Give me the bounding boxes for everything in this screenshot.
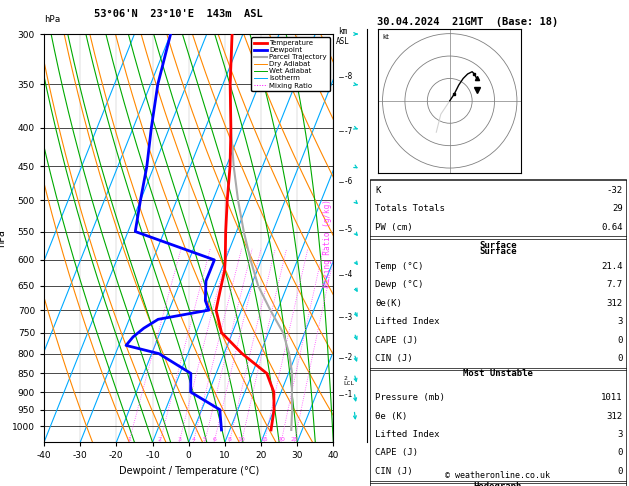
Text: -1: -1	[344, 390, 353, 399]
Text: Most Unstable: Most Unstable	[463, 369, 533, 378]
Text: CIN (J): CIN (J)	[375, 467, 413, 476]
Text: Dewp (°C): Dewp (°C)	[375, 280, 423, 289]
Text: -32: -32	[606, 186, 623, 195]
Text: -3: -3	[344, 313, 353, 322]
Text: hPa: hPa	[44, 15, 60, 24]
Text: 1011: 1011	[601, 393, 623, 402]
Text: 20: 20	[277, 437, 285, 442]
Text: -5: -5	[344, 225, 353, 234]
Text: -8: -8	[344, 72, 353, 81]
Text: 15: 15	[260, 437, 268, 442]
Text: Pressure (mb): Pressure (mb)	[375, 393, 445, 402]
Text: 3: 3	[617, 430, 623, 439]
Text: CIN (J): CIN (J)	[375, 354, 413, 363]
Text: 312: 312	[606, 299, 623, 308]
Text: 5: 5	[203, 437, 206, 442]
Text: -2: -2	[344, 353, 353, 362]
Text: Surface: Surface	[479, 247, 516, 256]
Text: 2: 2	[158, 437, 162, 442]
Text: 0: 0	[617, 449, 623, 457]
Text: 0.64: 0.64	[601, 223, 623, 232]
Text: -7: -7	[344, 126, 353, 136]
Text: 0: 0	[617, 467, 623, 476]
Text: 0: 0	[617, 336, 623, 345]
Text: 3: 3	[177, 437, 181, 442]
Text: 1: 1	[127, 437, 131, 442]
Text: CAPE (J): CAPE (J)	[375, 336, 418, 345]
Text: 25: 25	[291, 437, 298, 442]
Text: 8: 8	[228, 437, 231, 442]
Text: 29: 29	[612, 205, 623, 213]
Text: km
ASL: km ASL	[336, 27, 350, 46]
Text: kt: kt	[382, 34, 389, 40]
Text: 0: 0	[617, 354, 623, 363]
Text: Mixing Ratio (g/kg): Mixing Ratio (g/kg)	[323, 199, 331, 287]
Text: © weatheronline.co.uk: © weatheronline.co.uk	[445, 471, 550, 480]
Text: Hodograph: Hodograph	[474, 482, 522, 486]
Text: θe(K): θe(K)	[375, 299, 402, 308]
Text: 4: 4	[191, 437, 196, 442]
Text: 2
LCL: 2 LCL	[344, 376, 355, 386]
Text: 6: 6	[212, 437, 216, 442]
Text: 30.04.2024  21GMT  (Base: 18): 30.04.2024 21GMT (Base: 18)	[377, 17, 559, 27]
Text: Totals Totals: Totals Totals	[375, 205, 445, 213]
Text: PW (cm): PW (cm)	[375, 223, 413, 232]
Text: K: K	[375, 186, 381, 195]
Text: CAPE (J): CAPE (J)	[375, 449, 418, 457]
Text: 53°06'N  23°10'E  143m  ASL: 53°06'N 23°10'E 143m ASL	[94, 9, 263, 19]
Y-axis label: hPa: hPa	[0, 229, 6, 247]
Text: -6: -6	[344, 177, 353, 186]
X-axis label: Dewpoint / Temperature (°C): Dewpoint / Temperature (°C)	[119, 466, 259, 476]
Legend: Temperature, Dewpoint, Parcel Trajectory, Dry Adiabat, Wet Adiabat, Isotherm, Mi: Temperature, Dewpoint, Parcel Trajectory…	[252, 37, 330, 91]
Text: -4: -4	[344, 270, 353, 279]
Text: Lifted Index: Lifted Index	[375, 317, 440, 326]
Text: 3: 3	[617, 317, 623, 326]
Text: 312: 312	[606, 412, 623, 420]
Text: Temp (°C): Temp (°C)	[375, 262, 423, 271]
Text: 10: 10	[238, 437, 245, 442]
Text: Surface: Surface	[479, 241, 516, 250]
Text: Lifted Index: Lifted Index	[375, 430, 440, 439]
Text: 21.4: 21.4	[601, 262, 623, 271]
Text: θe (K): θe (K)	[375, 412, 407, 420]
Text: 7.7: 7.7	[606, 280, 623, 289]
